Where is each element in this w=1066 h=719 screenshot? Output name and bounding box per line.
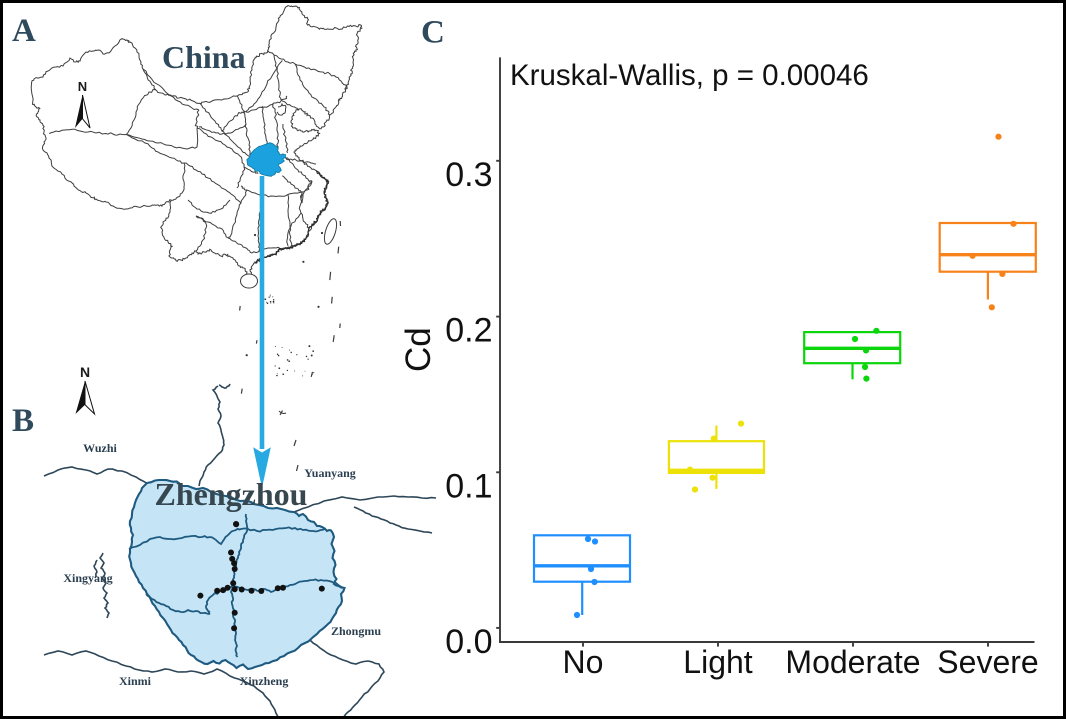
svg-text:C: C: [421, 15, 445, 51]
svg-text:Light: Light: [683, 644, 753, 680]
svg-text:0.3: 0.3: [445, 156, 492, 194]
svg-text:No: No: [563, 644, 604, 680]
svg-text:Xinmi: Xinmi: [119, 674, 152, 688]
svg-text:Xinzheng: Xinzheng: [240, 674, 289, 688]
svg-text:Wuzhi: Wuzhi: [83, 441, 117, 455]
svg-text:Moderate: Moderate: [785, 644, 920, 680]
svg-text:N: N: [80, 364, 90, 380]
svg-text:0.0: 0.0: [445, 623, 492, 661]
svg-text:Cd: Cd: [399, 327, 438, 372]
svg-text:0.1: 0.1: [445, 467, 492, 505]
svg-text:Yuanyang: Yuanyang: [304, 466, 356, 480]
svg-text:B: B: [12, 403, 34, 439]
svg-text:Kruskal-Wallis, p = 0.00046: Kruskal-Wallis, p = 0.00046: [510, 59, 869, 92]
svg-text:Zhongmu: Zhongmu: [331, 624, 381, 638]
svg-text:Severe: Severe: [937, 644, 1038, 680]
svg-text:Zhengzhou: Zhengzhou: [155, 476, 308, 512]
svg-text:Xingyang: Xingyang: [63, 571, 112, 585]
svg-text:China: China: [162, 39, 246, 75]
svg-text:N: N: [78, 79, 87, 94]
svg-text:A: A: [12, 13, 36, 49]
svg-text:0.2: 0.2: [445, 312, 492, 350]
